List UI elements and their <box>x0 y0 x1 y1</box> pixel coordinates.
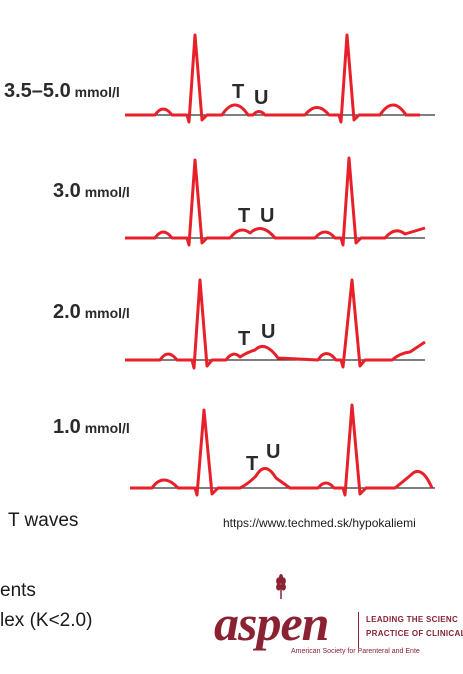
wheat-icon <box>276 574 286 599</box>
level-number: 2.0 <box>53 301 81 323</box>
logo-tagline-3: American Society for Parenteral and Ente <box>291 648 420 655</box>
level-number: 3.5–5.0 <box>4 80 71 102</box>
t-wave-label: T <box>246 453 258 475</box>
bullet-text-1: ents <box>0 580 36 601</box>
level-label-3: 2.0 mmol/l <box>53 301 130 324</box>
source-url: https://www.techmed.sk/hypokaliemi <box>223 516 416 530</box>
logo-tagline-2: PRACTICE OF CLINICAL <box>366 629 463 638</box>
ecg-trace <box>130 403 434 497</box>
logo-divider <box>358 612 359 648</box>
ecg-trace <box>125 156 426 247</box>
u-wave-label: U <box>266 441 280 463</box>
u-wave-label: U <box>254 87 268 109</box>
level-unit: mmol/l <box>80 420 130 436</box>
level-unit: mmol/l <box>80 184 130 200</box>
level-number: 3.0 <box>53 180 81 202</box>
level-number: 1.0 <box>53 416 81 438</box>
t-wave-label: T <box>232 81 244 103</box>
t-waves-label: T waves <box>8 510 79 531</box>
logo-tagline-1: LEADING THE SCIENC <box>366 615 459 624</box>
u-wave-label: U <box>261 321 275 343</box>
ecg-trace <box>125 33 420 124</box>
u-wave-label: U <box>260 205 274 227</box>
ecg-panel: TU <box>130 403 435 497</box>
bullet-text-2: lex (K<2.0) <box>0 610 93 631</box>
level-label-1: 3.5–5.0 mmol/l <box>4 80 120 103</box>
t-wave-label: T <box>238 205 250 227</box>
level-label-2: 3.0 mmol/l <box>53 180 130 203</box>
level-label-4: 1.0 mmol/l <box>53 416 130 439</box>
level-unit: mmol/l <box>70 84 120 100</box>
aspen-logo: aspen <box>214 595 329 651</box>
t-wave-label: T <box>238 328 250 350</box>
level-unit: mmol/l <box>80 305 130 321</box>
ecg-trace <box>125 278 426 370</box>
